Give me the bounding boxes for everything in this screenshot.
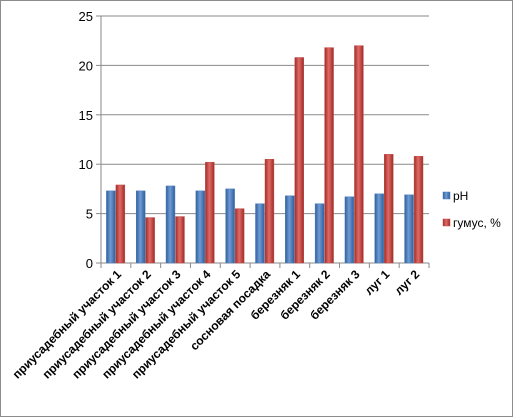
legend-swatch <box>442 218 451 227</box>
y-tick-label: 15 <box>79 108 93 123</box>
bar-ph <box>314 203 325 264</box>
x-category-label: луг 1 <box>362 267 393 298</box>
legend-label: гумус, % <box>453 216 501 230</box>
y-tick-label: 25 <box>79 9 93 24</box>
bar-ph <box>404 194 414 264</box>
bar-humus <box>413 156 424 264</box>
bar-ph <box>106 190 116 264</box>
bar-ph <box>255 203 265 264</box>
bar-ph <box>165 185 176 264</box>
bar-humus <box>234 208 245 264</box>
bar-humus <box>145 217 155 264</box>
y-tick-label: 0 <box>86 256 93 271</box>
bar-humus <box>175 216 185 264</box>
bar-ph <box>195 190 206 264</box>
y-tick-label: 20 <box>79 58 93 73</box>
bar-humus <box>205 161 215 264</box>
gridlines <box>101 15 429 215</box>
legend: pH гумус, % <box>442 189 501 230</box>
legend-label: pH <box>453 189 468 203</box>
x-category-label: луг 2 <box>392 267 423 298</box>
bar-ph <box>344 196 355 264</box>
bar-humus <box>115 184 126 264</box>
bar-ph <box>285 195 295 264</box>
bar-ph <box>374 193 384 264</box>
bar-humus <box>354 45 364 264</box>
legend-swatch <box>442 191 451 200</box>
bar-ph <box>225 188 235 264</box>
y-tick-label: 5 <box>86 207 93 222</box>
bar-humus <box>324 47 334 264</box>
bar-humus <box>264 159 275 264</box>
y-tick-label: 10 <box>79 157 93 172</box>
bar-humus <box>294 57 304 264</box>
bar-ph <box>135 190 146 264</box>
bars <box>106 45 424 264</box>
bar-humus <box>384 154 394 264</box>
